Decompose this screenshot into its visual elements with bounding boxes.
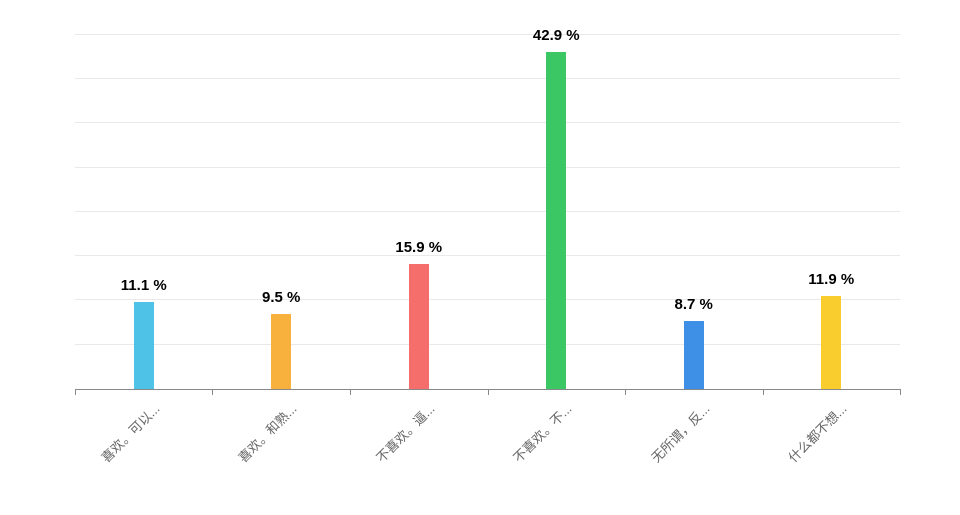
x-axis-label: 喜欢。和熟... — [234, 399, 301, 466]
bar: 42.9 % — [546, 52, 566, 389]
x-axis-label: 无所谓，反... — [646, 399, 713, 466]
x-tick — [625, 389, 626, 395]
bar-group: 8.7 % — [625, 20, 762, 389]
bar-value-label: 8.7 % — [675, 296, 713, 313]
bar: 8.7 % — [684, 321, 704, 389]
bar-value-label: 9.5 % — [262, 289, 300, 306]
bar-chart: 11.1 % 喜欢。可以... 9.5 % 喜欢。和熟... 15.9 % 不喜欢。逼..… — [0, 0, 960, 515]
bar-value-label: 11.1 % — [121, 277, 167, 294]
x-tick — [488, 389, 489, 395]
bar-value-label: 11.9 % — [808, 271, 854, 288]
bar-group: 15.9 % — [350, 20, 487, 389]
bar: 11.1 % — [134, 302, 154, 389]
x-tick — [75, 389, 76, 395]
bar: 9.5 % — [271, 314, 291, 389]
x-axis-label: 什么都不想... — [784, 399, 851, 466]
x-tick — [350, 389, 351, 395]
bar-value-label: 42.9 % — [533, 27, 580, 44]
bar: 15.9 % — [409, 264, 429, 389]
bar-group: 11.9 % — [763, 20, 900, 389]
x-tick — [212, 389, 213, 395]
x-tick — [900, 389, 901, 395]
x-tick — [763, 389, 764, 395]
bar-group: 42.9 % — [488, 20, 625, 389]
x-axis-label: 不喜欢。逼... — [371, 399, 438, 466]
bar-value-label: 15.9 % — [395, 239, 442, 256]
x-axis-label: 喜欢。可以... — [96, 399, 163, 466]
x-axis-label: 不喜欢。不... — [509, 399, 576, 466]
bar-group: 9.5 % — [212, 20, 349, 389]
bar-group: 11.1 % — [75, 20, 212, 389]
bar: 11.9 % — [821, 296, 841, 389]
plot-area: 11.1 %喜欢。可以...9.5 %喜欢。和熟...15.9 %不喜欢。逼..… — [75, 20, 900, 390]
